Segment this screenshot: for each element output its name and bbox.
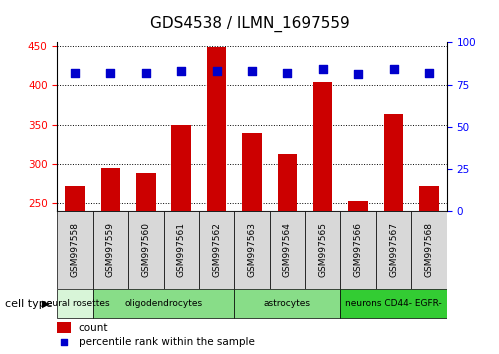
Bar	[376, 211, 411, 289]
Bar	[164, 211, 199, 289]
Text: ▶: ▶	[42, 298, 50, 309]
Text: GSM997561: GSM997561	[177, 222, 186, 277]
Bar	[136, 173, 156, 211]
Text: neural rosettes: neural rosettes	[41, 299, 109, 308]
Text: GSM997563: GSM997563	[248, 222, 256, 277]
Text: cell type: cell type	[5, 298, 52, 309]
Point	[354, 72, 362, 77]
Text: GSM997568: GSM997568	[425, 222, 434, 277]
Point	[319, 67, 327, 72]
Bar	[101, 167, 120, 211]
Text: GDS4538 / ILMN_1697559: GDS4538 / ILMN_1697559	[150, 16, 349, 32]
Bar	[93, 289, 235, 318]
Bar	[235, 211, 269, 289]
Bar	[340, 289, 447, 318]
Bar	[57, 289, 93, 318]
Point	[425, 70, 433, 76]
Bar	[305, 211, 340, 289]
Bar	[199, 211, 235, 289]
Bar	[277, 154, 297, 211]
Bar	[65, 185, 85, 211]
Bar	[384, 114, 403, 211]
Text: GSM997562: GSM997562	[212, 222, 221, 277]
Text: GSM997558: GSM997558	[70, 222, 79, 277]
Bar	[57, 211, 93, 289]
Bar	[128, 211, 164, 289]
Point	[283, 70, 291, 76]
Bar	[340, 211, 376, 289]
Text: percentile rank within the sample: percentile rank within the sample	[79, 337, 254, 348]
Bar	[93, 211, 128, 289]
Point	[177, 68, 185, 74]
Text: GSM997560: GSM997560	[141, 222, 150, 277]
Bar	[207, 47, 227, 211]
Text: GSM997559: GSM997559	[106, 222, 115, 277]
Bar	[269, 211, 305, 289]
Text: oligodendrocytes: oligodendrocytes	[124, 299, 203, 308]
Text: GSM997565: GSM997565	[318, 222, 327, 277]
Bar	[419, 185, 439, 211]
Text: count: count	[79, 322, 108, 332]
Bar	[348, 201, 368, 211]
Point	[60, 340, 68, 346]
Bar	[235, 289, 340, 318]
Point	[71, 70, 79, 76]
Text: astrocytes: astrocytes	[264, 299, 311, 308]
Bar	[243, 133, 261, 211]
Text: GSM997566: GSM997566	[354, 222, 363, 277]
Bar	[172, 125, 191, 211]
Bar	[57, 322, 71, 333]
Point	[142, 70, 150, 76]
Point	[213, 68, 221, 74]
Point	[106, 70, 114, 76]
Text: GSM997564: GSM997564	[283, 222, 292, 277]
Text: neurons CD44- EGFR-: neurons CD44- EGFR-	[345, 299, 442, 308]
Bar	[411, 211, 447, 289]
Text: GSM997567: GSM997567	[389, 222, 398, 277]
Point	[248, 68, 256, 74]
Point	[390, 67, 398, 72]
Bar	[313, 82, 332, 211]
